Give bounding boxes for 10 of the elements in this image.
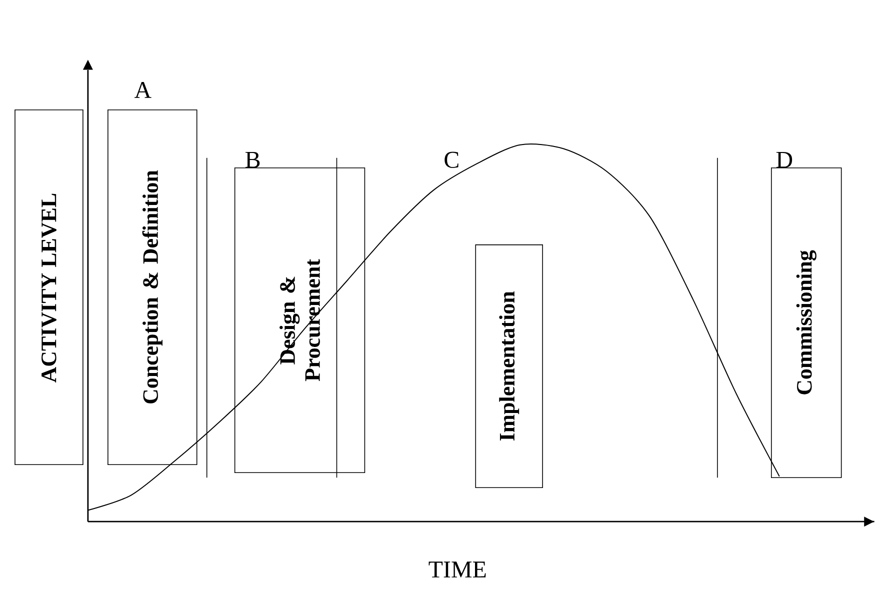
annotation: B (245, 152, 260, 168)
y-axis-title: ACTIVITY LEVEL (42, 194, 56, 383)
annotation: C (444, 152, 458, 168)
annotation: Commissioning (796, 250, 816, 395)
x-axis-title: TIME (428, 562, 486, 578)
text: A (134, 82, 152, 98)
annotation: Conception & Definition (142, 170, 162, 404)
annotation: Design & Procurement (280, 259, 320, 382)
annotation: Implementation (499, 292, 520, 441)
annotation: D (776, 152, 792, 168)
